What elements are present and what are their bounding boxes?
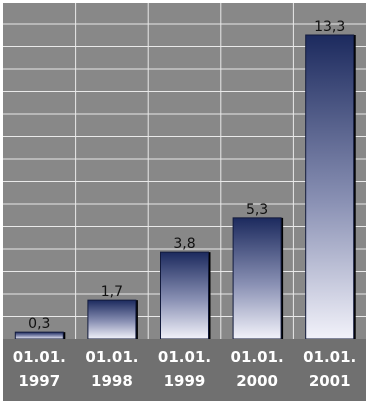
bar — [160, 251, 209, 340]
bar — [87, 299, 137, 340]
x-tick-label: 01.01. 1998 — [85, 348, 138, 390]
x-axis-band — [3, 339, 366, 401]
bar — [14, 331, 64, 340]
bar — [232, 217, 282, 340]
bar-value-label: 13,3 — [314, 19, 345, 35]
x-tick-label: 01.01. 2001 — [303, 348, 356, 390]
x-axis-tick-labels: 01.01. 1997 01.01. 1998 01.01. 1999 01.01. 2000… — [13, 348, 357, 390]
value-labels: 0,3 1,7 3,8 5,3 13,3 — [28, 19, 345, 332]
bar — [305, 34, 355, 340]
x-tick-label: 01.01. 2000 — [231, 348, 284, 390]
bar-value-label: 0,3 — [28, 316, 50, 332]
bar-value-label: 3,8 — [173, 236, 195, 252]
x-tick-label: 01.01. 1999 — [158, 348, 211, 390]
bar-value-label: 5,3 — [246, 202, 268, 218]
x-tick-label: 01.01. 1997 — [13, 348, 66, 390]
bar-value-label: 1,7 — [101, 284, 123, 300]
bars — [14, 34, 356, 340]
